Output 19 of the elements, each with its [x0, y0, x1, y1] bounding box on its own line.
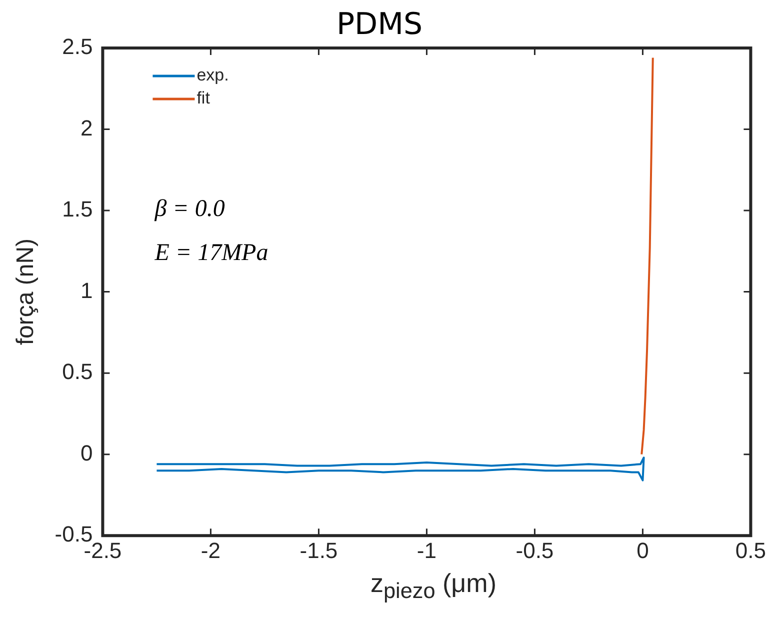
x-tick-label: -2: [200, 538, 220, 563]
x-tick-label: 0.5: [735, 538, 766, 563]
y-tick-label: 2: [80, 115, 93, 140]
annotation: β = 0.0: [154, 196, 225, 222]
x-tick-label: -1.5: [300, 538, 338, 563]
y-tick-label: 0.5: [62, 359, 93, 384]
y-tick-label: 2.5: [62, 34, 93, 60]
y-tick-label: 1.5: [62, 196, 93, 222]
y-tick-label: 1: [80, 278, 93, 303]
x-axis-title: z$_{piezo}$ (μm): [370, 568, 498, 604]
chart-title: PDMS: [336, 6, 423, 42]
y-axis-title: força (nN): [12, 238, 40, 346]
annotation: E = 17MPa: [154, 240, 268, 266]
legend-label: fit: [196, 88, 210, 108]
x-tick-label: -0.5: [516, 538, 554, 563]
y-tick-label: 0: [80, 440, 93, 466]
x-tick-label: 0: [636, 538, 649, 563]
x-tick-label: -1: [416, 538, 436, 563]
legend-label: exp.: [196, 66, 229, 85]
